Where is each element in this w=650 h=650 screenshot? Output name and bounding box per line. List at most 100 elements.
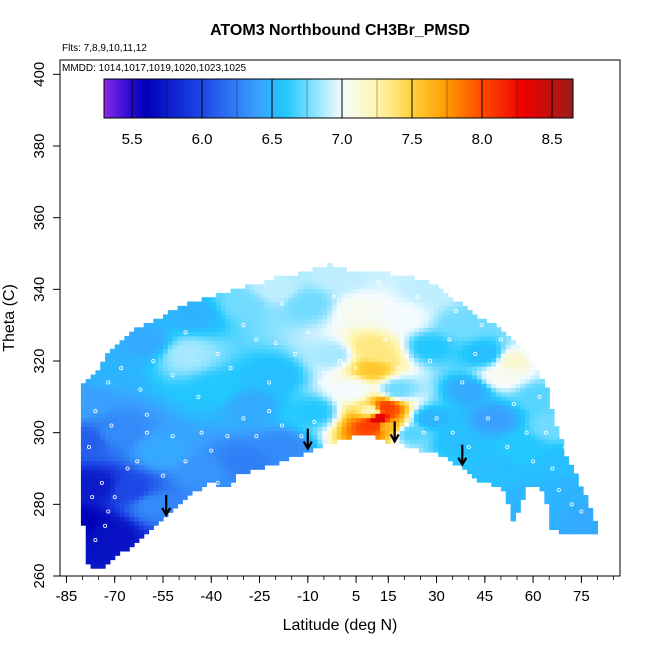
heatmap-cell xyxy=(225,443,232,449)
heatmap-cell xyxy=(100,396,106,402)
heatmap-cell xyxy=(360,426,367,432)
heatmap-cell xyxy=(462,409,468,414)
heatmap-cell xyxy=(288,305,294,311)
heatmap-cell xyxy=(134,404,140,410)
heatmap-cell xyxy=(206,452,212,457)
heatmap-cell xyxy=(554,447,560,453)
heatmap-cell xyxy=(283,400,290,406)
heatmap-cell xyxy=(158,409,164,414)
heatmap-cell xyxy=(167,460,174,466)
heatmap-cell xyxy=(172,417,179,423)
heatmap-cell xyxy=(201,439,208,445)
colorbar-segment xyxy=(109,79,113,118)
heatmap-cell xyxy=(196,447,203,453)
heatmap-cell xyxy=(327,374,333,380)
heatmap-cell xyxy=(196,323,203,328)
heatmap-cell xyxy=(114,477,121,483)
heatmap-cell xyxy=(191,464,198,470)
colorbar-segment xyxy=(533,79,537,118)
heatmap-cell xyxy=(283,426,290,432)
heatmap-cell xyxy=(404,335,410,341)
heatmap-cell xyxy=(452,335,459,341)
heatmap-cell xyxy=(360,383,367,389)
heatmap-cell xyxy=(520,490,526,496)
heatmap-cell xyxy=(254,331,261,337)
colorbar-segment xyxy=(270,79,273,118)
heatmap-cell xyxy=(380,396,386,402)
heatmap-cell xyxy=(129,366,135,371)
heatmap-cell xyxy=(80,383,87,389)
heatmap-cell xyxy=(351,387,357,393)
heatmap-cell xyxy=(351,417,357,423)
heatmap-cell xyxy=(269,284,275,290)
heatmap-cell xyxy=(394,348,401,354)
heatmap-cell xyxy=(500,417,507,423)
heatmap-cell xyxy=(264,430,270,436)
heatmap-cell xyxy=(211,400,217,406)
heatmap-cell xyxy=(380,310,386,316)
heatmap-cell xyxy=(182,430,188,436)
heatmap-cell xyxy=(447,404,454,410)
heatmap-cell xyxy=(442,366,449,371)
heatmap-cell xyxy=(496,344,502,350)
heatmap-cell xyxy=(302,327,309,333)
heatmap-cell xyxy=(278,439,285,445)
colorbar-segment xyxy=(461,79,465,118)
heatmap-cell xyxy=(119,520,125,526)
heatmap-cell xyxy=(143,400,150,406)
heatmap-cell xyxy=(235,327,241,333)
heatmap-cell xyxy=(191,469,198,475)
heatmap-cell xyxy=(360,357,367,363)
heatmap-cell xyxy=(278,280,285,285)
colorbar-segment xyxy=(496,79,500,118)
heatmap-cell xyxy=(134,499,140,505)
heatmap-cell xyxy=(336,400,343,406)
heatmap-cell xyxy=(177,331,183,337)
heatmap-cell xyxy=(322,267,328,273)
heatmap-cell xyxy=(191,413,198,419)
heatmap-cell xyxy=(399,391,405,397)
heatmap-cell xyxy=(476,387,483,393)
heatmap-cell xyxy=(114,357,121,363)
heatmap-cell xyxy=(481,456,488,462)
heatmap-cell xyxy=(172,335,179,341)
heatmap-cell xyxy=(254,421,261,427)
heatmap-cell xyxy=(245,417,251,423)
heatmap-cell xyxy=(307,413,314,419)
heatmap-cell xyxy=(153,391,159,397)
heatmap-cell xyxy=(249,430,256,436)
heatmap-cell xyxy=(418,331,425,337)
heatmap-cell xyxy=(544,447,550,453)
heatmap-cell xyxy=(438,400,444,406)
heatmap-cell xyxy=(230,400,236,406)
heatmap-cell xyxy=(549,434,555,440)
heatmap-cell xyxy=(399,434,405,440)
heatmap-cell xyxy=(143,335,150,341)
heatmap-cell xyxy=(389,275,396,281)
heatmap-cell xyxy=(201,301,208,307)
heatmap-cell xyxy=(293,275,299,281)
heatmap-cell xyxy=(201,430,208,436)
heatmap-cell xyxy=(264,404,270,410)
heatmap-cell xyxy=(462,387,468,393)
heatmap-cell xyxy=(283,443,290,449)
colorbar-segment xyxy=(356,79,359,118)
heatmap-cell xyxy=(549,482,555,488)
colorbar-segment xyxy=(283,79,287,118)
heatmap-cell xyxy=(510,340,516,346)
heatmap-cell xyxy=(293,452,299,457)
heatmap-cell xyxy=(124,340,130,346)
heatmap-cell xyxy=(80,404,87,410)
heatmap-cell xyxy=(380,288,386,294)
heatmap-cell xyxy=(100,525,106,531)
heatmap-cell xyxy=(529,404,536,410)
heatmap-cell xyxy=(105,417,111,423)
heatmap-cell xyxy=(418,344,425,350)
heatmap-cell xyxy=(322,288,328,294)
heatmap-cell xyxy=(491,335,497,341)
heatmap-cell xyxy=(525,482,531,488)
heatmap-cell xyxy=(158,473,164,479)
heatmap-cell xyxy=(298,297,304,303)
heatmap-cell xyxy=(119,477,125,483)
heatmap-cell xyxy=(389,297,396,303)
